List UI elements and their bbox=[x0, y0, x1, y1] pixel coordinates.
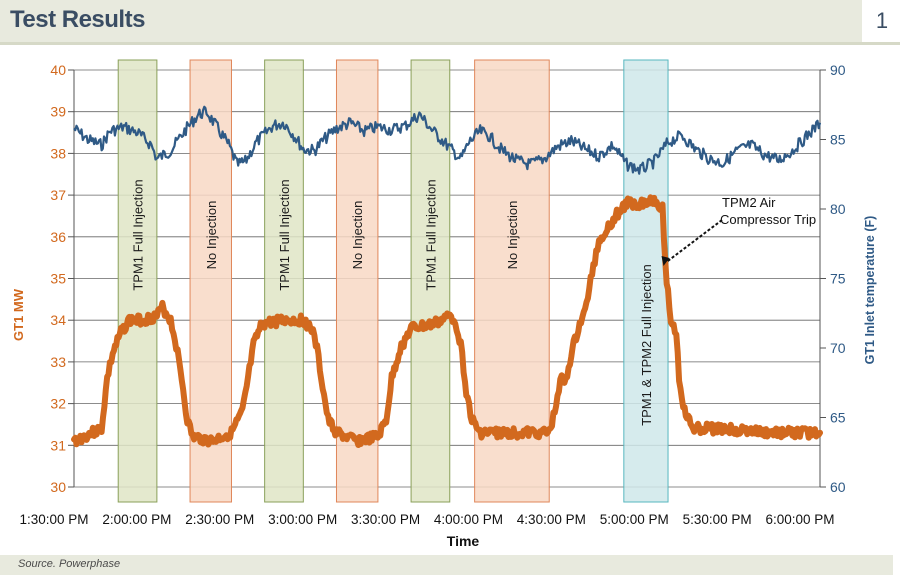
footer-bar: Source. Powerphase bbox=[0, 555, 893, 575]
right-tick-label: 70 bbox=[830, 340, 846, 356]
x-tick-label: 6:00:00 PM bbox=[765, 512, 834, 527]
chart-svg: TPM1 Full Injection No Injection TPM1 Full… bbox=[11, 59, 877, 549]
band-label: TPM1 Full Injection bbox=[277, 179, 292, 290]
left-tick-label: 37 bbox=[50, 187, 66, 203]
left-tick-label: 31 bbox=[50, 437, 66, 453]
right-tick-label: 90 bbox=[830, 62, 846, 78]
left-tick-label: 36 bbox=[50, 229, 66, 245]
band-label: No Injection bbox=[204, 201, 219, 270]
band-label: TPM1 Full Injection bbox=[131, 179, 146, 290]
band-label: TPM1 Full Injection bbox=[423, 179, 438, 290]
band-label: TPM1 & TPM2 Full Injection bbox=[639, 264, 654, 426]
band-label: No Injection bbox=[505, 201, 520, 270]
left-axis-title: GT1 MW bbox=[11, 288, 26, 341]
left-tick-label: 39 bbox=[50, 104, 66, 120]
left-tick-label: 33 bbox=[50, 354, 66, 370]
band-label: No Injection bbox=[350, 201, 365, 270]
chart-container: TPM1 Full Injection No Injection TPM1 Full… bbox=[0, 45, 900, 555]
annotation-text: TPM2 Air bbox=[722, 195, 776, 210]
x-tick-label: 1:30:00 PM bbox=[19, 512, 88, 527]
right-tick-label: 75 bbox=[830, 271, 846, 287]
source-note: Source. Powerphase bbox=[18, 558, 121, 570]
x-tick-label: 3:00:00 PM bbox=[268, 512, 337, 527]
injection-band bbox=[410, 59, 451, 503]
x-tick-label: 4:30:00 PM bbox=[517, 512, 586, 527]
right-tick-label: 65 bbox=[830, 410, 846, 426]
injection-band bbox=[335, 59, 379, 503]
right-tick-label: 80 bbox=[830, 201, 846, 217]
annotation-arrowhead bbox=[661, 255, 670, 266]
right-tick-label: 60 bbox=[830, 479, 846, 495]
left-tick-label: 35 bbox=[50, 271, 66, 287]
left-tick-label: 30 bbox=[50, 479, 66, 495]
x-tick-label: 3:30:00 PM bbox=[351, 512, 420, 527]
left-tick-label: 34 bbox=[50, 312, 66, 328]
series-line-inlet-temperature bbox=[73, 105, 822, 175]
annotation-text: Compressor Trip bbox=[720, 212, 816, 227]
header-divider bbox=[0, 42, 900, 45]
left-tick-label: 32 bbox=[50, 396, 66, 412]
injection-band bbox=[264, 59, 304, 503]
series-line-gt1-mw bbox=[71, 194, 823, 448]
left-tick-label: 40 bbox=[50, 62, 66, 78]
page-number: 1 bbox=[864, 0, 900, 42]
right-axis-title: GT1 Inlet temperature (F) bbox=[863, 216, 877, 365]
page-title: Test Results bbox=[10, 6, 145, 33]
x-tick-label: 5:00:00 PM bbox=[600, 512, 669, 527]
x-axis-title: Time bbox=[447, 533, 480, 549]
annotation-leader bbox=[665, 219, 723, 263]
x-tick-label: 2:00:00 PM bbox=[102, 512, 171, 527]
x-tick-label: 2:30:00 PM bbox=[185, 512, 254, 527]
x-tick-label: 5:30:00 PM bbox=[683, 512, 752, 527]
right-tick-label: 85 bbox=[830, 132, 846, 148]
left-tick-label: 38 bbox=[50, 145, 66, 161]
x-tick-label: 4:00:00 PM bbox=[434, 512, 503, 527]
header-bar: Test Results bbox=[0, 0, 862, 42]
